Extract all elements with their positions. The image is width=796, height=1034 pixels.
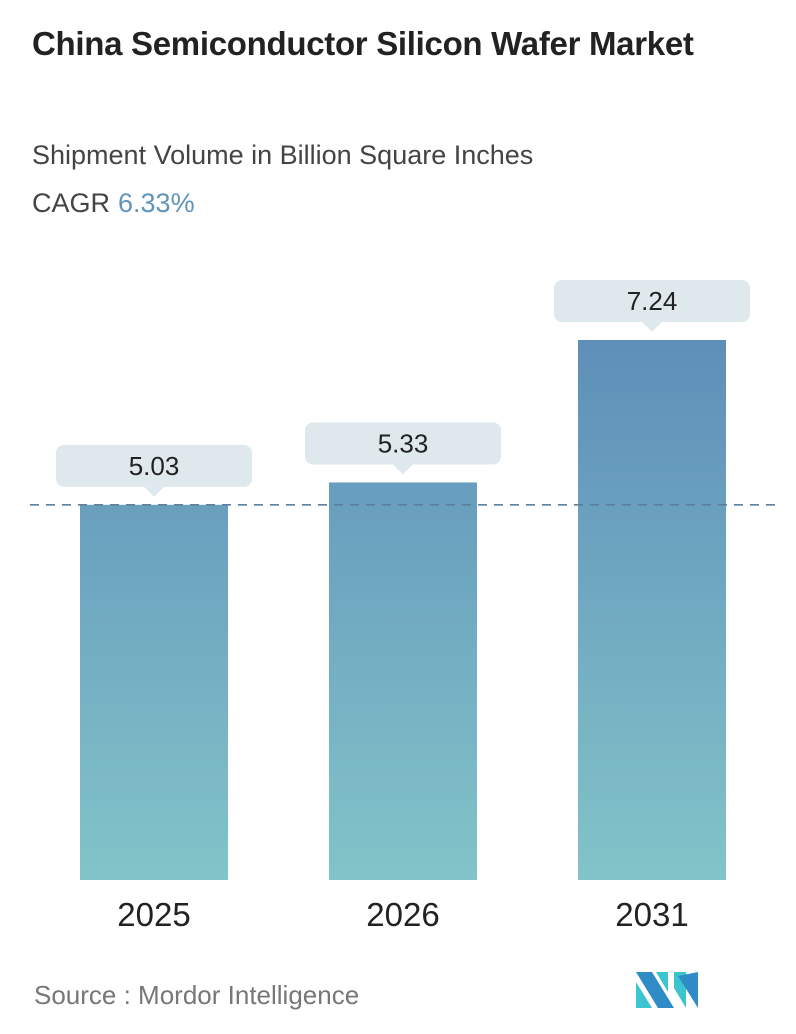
data-label-box xyxy=(554,280,750,322)
source-text: Source : Mordor Intelligence xyxy=(34,980,360,1010)
chart-title: China Semiconductor Silicon Wafer Market xyxy=(32,25,694,62)
data-label: 7.24 xyxy=(627,286,678,316)
mordor-intelligence-logo xyxy=(636,972,698,1008)
x-tick-label: 2025 xyxy=(117,896,190,933)
bar-2026 xyxy=(329,482,477,880)
chart-subtitle: Shipment Volume in Billion Square Inches xyxy=(32,140,534,170)
data-label-pointer xyxy=(642,322,662,332)
data-label-pointer xyxy=(393,464,413,475)
data-label: 5.33 xyxy=(378,428,429,458)
data-label-box xyxy=(56,444,252,487)
bar-2031 xyxy=(578,340,726,880)
cagr: CAGR 6.33% xyxy=(32,188,195,219)
x-tick-label: 2031 xyxy=(615,896,688,933)
data-label-pointer xyxy=(144,486,164,497)
bar-2025 xyxy=(80,504,228,880)
x-tick-label: 2026 xyxy=(366,896,439,933)
bar-chart: 5.03 2025 5.33 2026 7.24 2031 xyxy=(30,280,782,933)
data-label-box xyxy=(305,422,501,465)
cagr-value: 6.33% xyxy=(118,188,195,218)
data-label: 5.03 xyxy=(129,451,180,481)
cagr-label: CAGR xyxy=(32,188,111,218)
